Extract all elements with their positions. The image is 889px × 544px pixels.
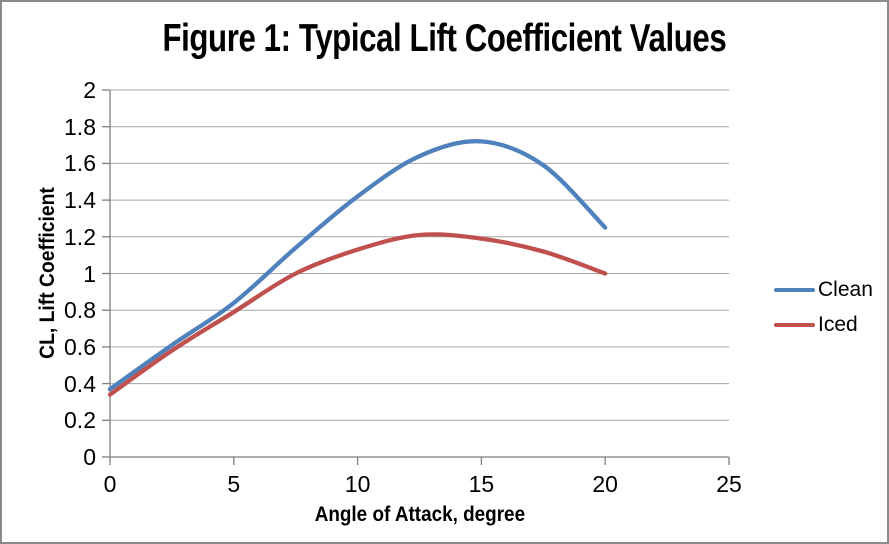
series-line-clean [107,139,608,392]
x-tick-label: 0 [103,471,117,497]
y-tick-label: 1.4 [64,187,96,214]
legend-label-iced: Iced [818,313,858,336]
chart-title: Figure 1: Typical Lift Coefficient Value… [2,18,887,60]
legend-line-swatch-iced [774,323,815,327]
y-tick-label: 0 [83,444,96,470]
legend: Clean Iced [774,279,873,336]
y-tick-label: 1 [83,260,96,287]
legend-item-iced: Iced [774,314,873,336]
x-tick-label: 20 [592,471,618,497]
y-tick-label: 0.8 [64,297,96,324]
x-tick-label: 5 [227,471,241,497]
y-tick-label: 0.6 [64,333,96,360]
x-axis-title-text: Angle of Attack, degree [314,503,526,526]
series-line-iced [107,232,608,397]
x-tick-label: 10 [344,471,371,497]
y-tick-label: 1.2 [64,223,96,250]
y-tick-label: 0.4 [64,370,96,397]
x-tick-label: 25 [716,471,742,497]
y-tick-label: 2 [83,77,96,103]
legend-label-clean: Clean [818,278,873,301]
chart-title-text: Figure 1: Typical Lift Coefficient Value… [162,17,727,60]
y-tick-label: 1.6 [64,150,96,177]
x-axis-title: Angle of Attack, degree [110,503,730,527]
legend-line-swatch-clean [774,288,815,292]
y-tick-label: 0.2 [64,407,96,434]
legend-item-clean: Clean [774,279,873,301]
x-tick-label: 15 [468,471,495,497]
y-tick-label: 1.8 [64,113,96,140]
